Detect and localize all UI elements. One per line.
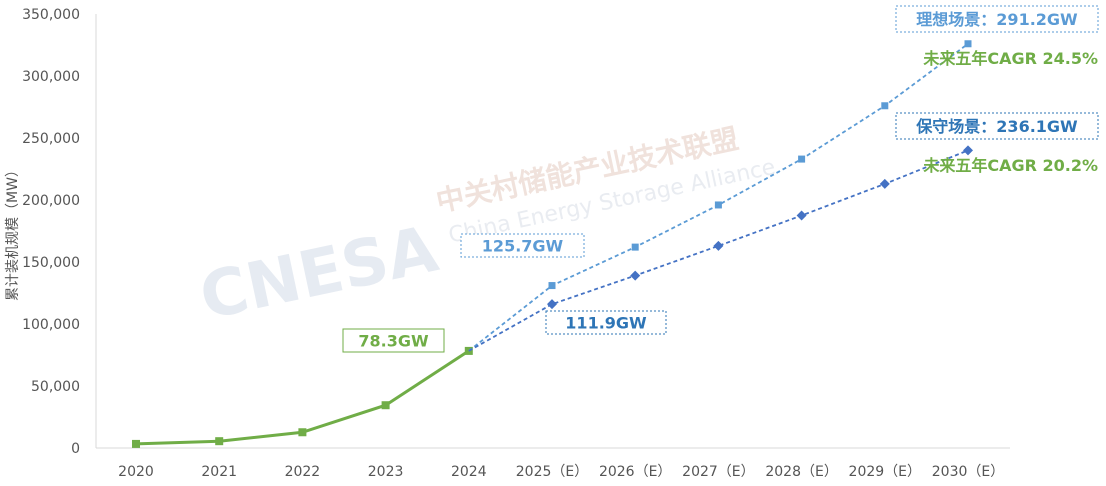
- x-tick-label: 2020: [118, 464, 154, 480]
- data-point: [548, 282, 556, 290]
- y-tick-label: 50,000: [31, 379, 80, 395]
- data-point: [879, 178, 890, 189]
- x-tick-label: 2022: [285, 464, 321, 480]
- data-point: [381, 401, 390, 410]
- y-tick-label: 0: [71, 441, 80, 457]
- data-point: [631, 243, 639, 251]
- x-tick-label: 2027（E）: [682, 464, 754, 480]
- x-tick-label: 2025（E）: [516, 464, 588, 480]
- annotation-box: [895, 112, 1099, 140]
- x-tick-label: 2029（E）: [849, 464, 921, 480]
- y-axis-title: 累计装机规模（MW）: [5, 163, 21, 301]
- y-tick-label: 200,000: [22, 193, 80, 209]
- data-point: [132, 439, 140, 448]
- watermark: CNESA 中关村储能产业技术联盟 China Energy Storage A…: [194, 122, 778, 335]
- data-point: [963, 145, 973, 156]
- data-point: [798, 155, 806, 163]
- annotation-label: 78.3GW: [358, 332, 429, 351]
- data-point: [298, 428, 307, 437]
- data-point: [964, 40, 972, 48]
- y-tick-label: 350,000: [22, 7, 80, 23]
- x-tick-label: 2028（E）: [765, 464, 837, 480]
- data-point: [713, 240, 724, 251]
- y-ticks: 0 50,000 100,000 150,000 200,000 250,000 300,0…: [22, 7, 80, 457]
- data-point: [547, 299, 557, 310]
- data-point: [215, 437, 224, 446]
- annotation-box: [545, 310, 667, 335]
- watermark-logo: CNESA: [194, 212, 444, 334]
- annotation-label: 111.9GW: [565, 314, 647, 333]
- annotations: 78.3GW 125.7GW 111.9GW 理想场景：291.2GW 未来五年CAGR…: [342, 5, 1099, 353]
- data-point: [630, 270, 641, 281]
- annotation-box: [895, 5, 1099, 33]
- data-point: [714, 201, 722, 209]
- series-group: [132, 40, 973, 448]
- y-tick-label: 300,000: [22, 69, 80, 85]
- x-tick-label: 2023: [368, 464, 404, 480]
- annotation-label: 理想场景：291.2GW: [916, 10, 1078, 29]
- x-tick-label: 2026（E）: [599, 464, 671, 480]
- data-point: [464, 346, 473, 355]
- y-tick-label: 100,000: [22, 317, 80, 333]
- cagr-label: 未来五年CAGR 20.2%: [922, 156, 1098, 175]
- annotation-box: [342, 328, 445, 353]
- annotation-label: 125.7GW: [482, 237, 564, 256]
- x-tick-label: 2021: [201, 464, 237, 480]
- x-ticks: 2020 2021 2022 2023 2024 2025（E） 2026（E） 2027（E…: [118, 464, 1004, 480]
- data-point: [881, 102, 889, 110]
- data-point: [796, 210, 807, 221]
- series-line: [468, 43, 969, 352]
- annotation-box: [460, 233, 585, 258]
- y-tick-label: 150,000: [22, 255, 80, 271]
- cagr-label: 未来五年CAGR 24.5%: [922, 49, 1098, 68]
- x-tick-label: 2024: [451, 464, 487, 480]
- annotation-label: 保守场景：236.1GW: [915, 117, 1078, 136]
- y-tick-label: 250,000: [22, 131, 80, 147]
- x-tick-label: 2030（E）: [932, 464, 1004, 480]
